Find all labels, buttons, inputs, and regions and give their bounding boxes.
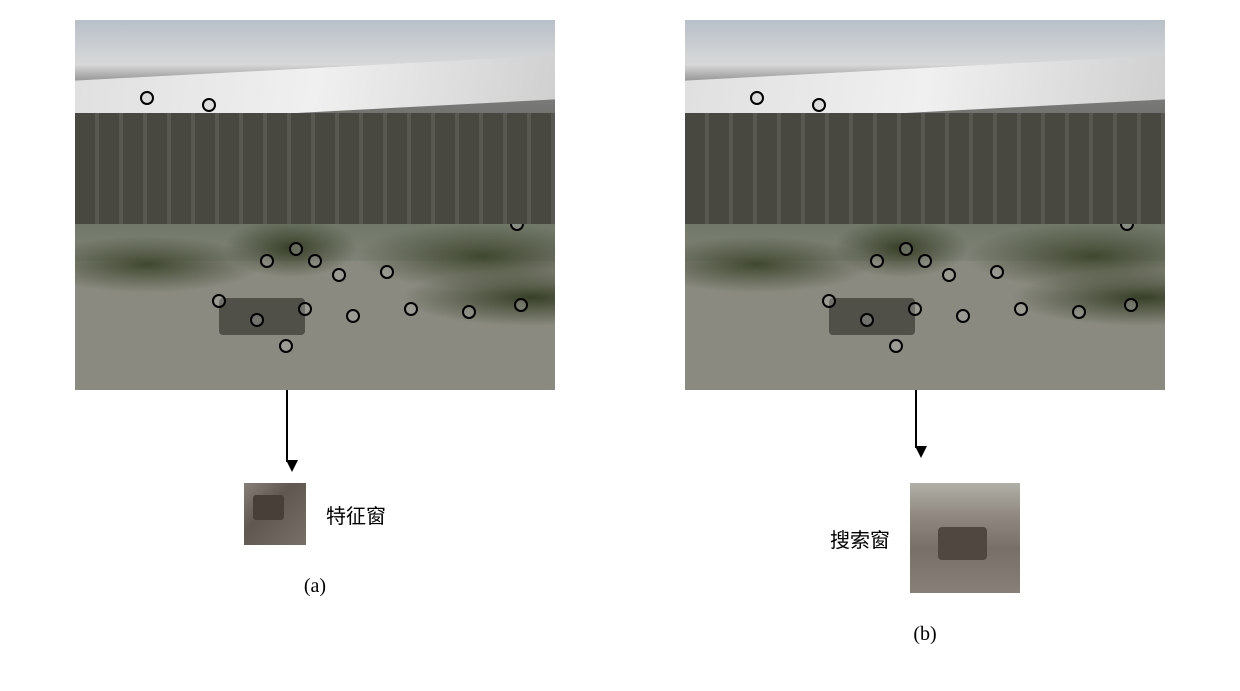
panel-a: 特征窗 (a) [75, 20, 555, 598]
feature-window-label: 特征窗 [326, 500, 386, 529]
figure-container: 特征窗 (a) 搜索窗 (b) [0, 0, 1240, 666]
panel-b: 搜索窗 (b) [685, 20, 1165, 646]
feature-point [332, 268, 346, 282]
feature-point [760, 176, 774, 190]
feature-point [750, 91, 764, 105]
feature-point [404, 302, 418, 316]
feature-window-thumbnail [244, 483, 306, 545]
trees-region [685, 198, 1165, 365]
feature-point [260, 254, 274, 268]
scene-image-b [685, 20, 1165, 390]
feature-point [193, 176, 207, 190]
feature-point [1124, 298, 1138, 312]
search-window-label: 搜索窗 [830, 524, 890, 553]
feature-point [918, 254, 932, 268]
feature-point [908, 302, 922, 316]
arrow-b-container [685, 390, 1165, 475]
arrow-a-container [75, 390, 555, 475]
feature-point [462, 305, 476, 319]
arrow-head-b [915, 446, 927, 458]
feature-point [380, 265, 394, 279]
feature-point [279, 339, 293, 353]
feature-point [860, 313, 874, 327]
feature-point [870, 254, 884, 268]
feature-point [812, 98, 826, 112]
arrow-line-a [286, 390, 288, 462]
scene-image-a [75, 20, 555, 390]
feature-point [308, 254, 322, 268]
feature-point [150, 176, 164, 190]
feature-point [1072, 305, 1086, 319]
feature-point [956, 309, 970, 323]
feature-point [942, 268, 956, 282]
feature-point [202, 98, 216, 112]
arrow-head-a [286, 460, 298, 472]
feature-point [889, 339, 903, 353]
feature-point [289, 242, 303, 256]
feature-point [140, 91, 154, 105]
feature-point [899, 242, 913, 256]
subfigure-label-a: (a) [304, 575, 326, 598]
subfigure-label-b: (b) [913, 623, 936, 646]
feature-point [1014, 302, 1028, 316]
feature-point [346, 309, 360, 323]
search-window-thumbnail [910, 483, 1020, 593]
feature-point [510, 217, 524, 231]
feature-point [822, 294, 836, 308]
feature-point [1120, 217, 1134, 231]
feature-point [990, 265, 1004, 279]
window-row-a: 特征窗 [244, 483, 386, 545]
window-row-b: 搜索窗 [830, 483, 1020, 593]
feature-point [514, 298, 528, 312]
feature-point [298, 302, 312, 316]
feature-point [803, 176, 817, 190]
feature-point [212, 294, 226, 308]
trees-region [75, 198, 555, 365]
feature-point [250, 313, 264, 327]
arrow-line-b [915, 390, 917, 448]
